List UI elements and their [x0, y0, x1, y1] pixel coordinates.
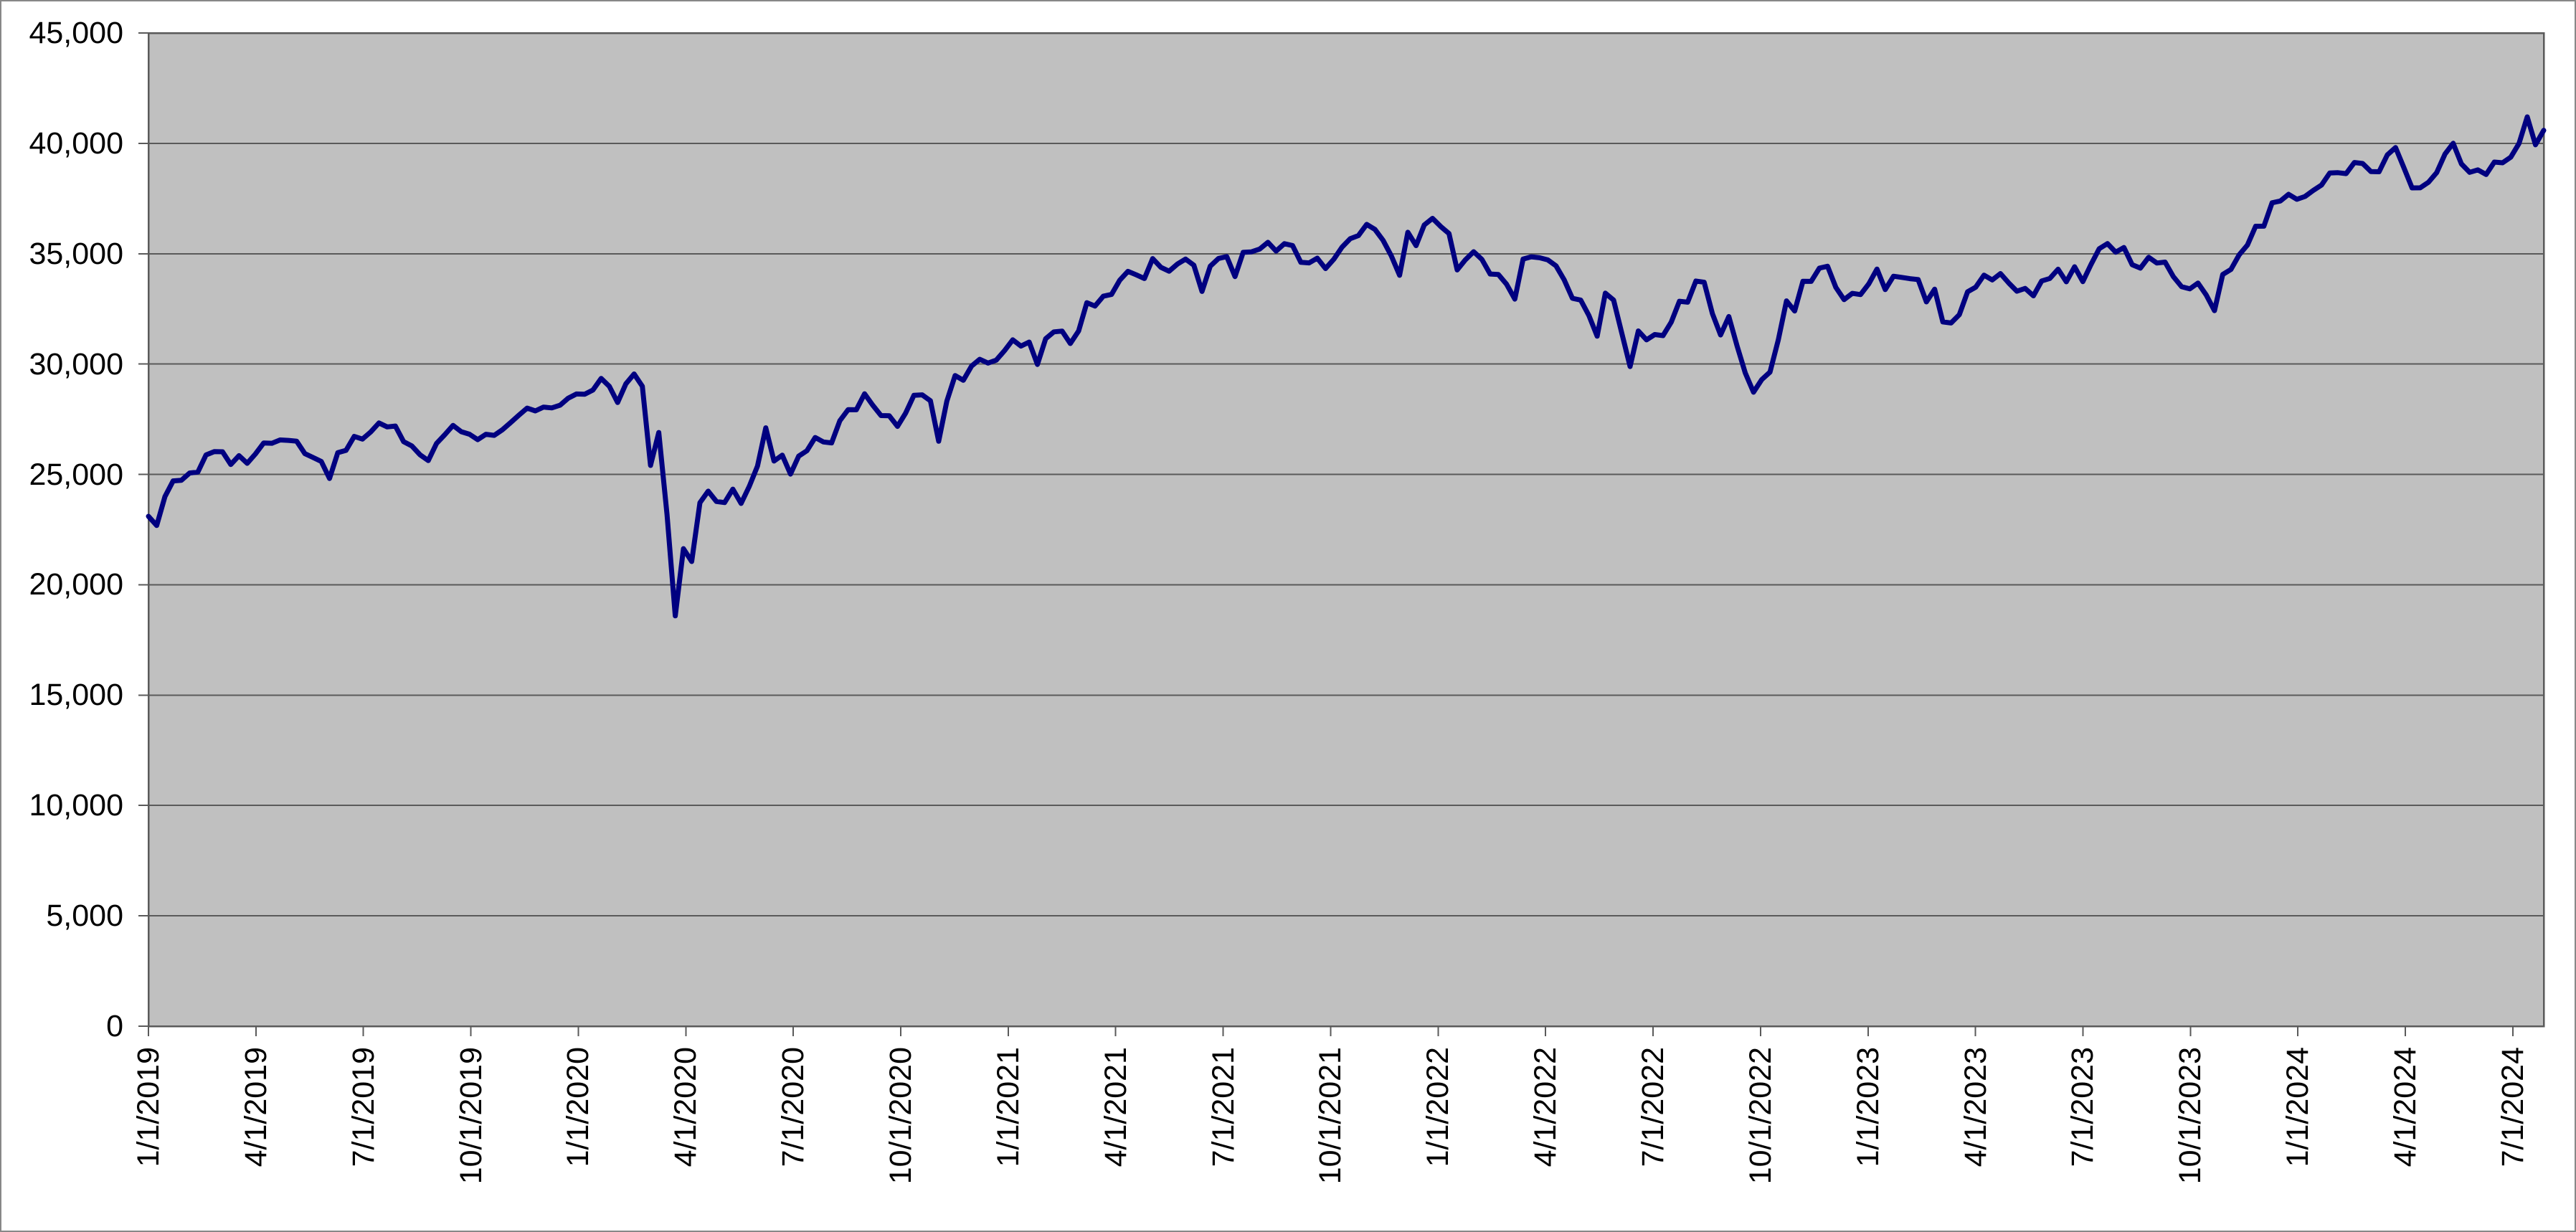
- x-axis-label: 4/1/2023: [1958, 1047, 1993, 1167]
- x-axis-label: 10/1/2019: [453, 1047, 488, 1185]
- y-axis-label: 45,000: [29, 16, 123, 50]
- x-axis-label: 7/1/2019: [346, 1047, 381, 1167]
- x-axis-label: 1/1/2024: [2281, 1047, 2316, 1167]
- x-axis-label: 1/1/2022: [1421, 1047, 1456, 1167]
- x-axis-label: 7/1/2021: [1206, 1047, 1241, 1167]
- x-axis-label: 1/1/2019: [131, 1047, 166, 1167]
- x-axis-label: 7/1/2020: [776, 1047, 811, 1167]
- x-axis-label: 4/1/2019: [238, 1047, 273, 1167]
- price-line: [146, 114, 2547, 619]
- x-axis-label: 7/1/2023: [2065, 1047, 2101, 1167]
- x-axis-label: 4/1/2021: [1098, 1047, 1133, 1167]
- x-axis-label: 1/1/2021: [990, 1047, 1026, 1167]
- x-axis-label: 10/1/2022: [1743, 1047, 1778, 1185]
- y-axis-label: 40,000: [29, 125, 123, 161]
- y-axis-label: 25,000: [29, 457, 123, 492]
- x-axis-label: 4/1/2024: [2388, 1047, 2423, 1167]
- plot-area: [148, 33, 2544, 1026]
- x-axis-label: 7/1/2022: [1636, 1047, 1671, 1167]
- x-axis-label: 1/1/2020: [561, 1047, 596, 1167]
- x-axis-label: 10/1/2021: [1313, 1047, 1348, 1185]
- y-axis-label: 5,000: [46, 899, 123, 934]
- x-axis-label: 7/1/2024: [2495, 1047, 2530, 1167]
- y-axis-label: 10,000: [29, 788, 123, 823]
- x-axis-label: 1/1/2023: [1850, 1047, 1885, 1167]
- x-axis-label: 10/1/2023: [2173, 1047, 2208, 1185]
- y-axis-label: 15,000: [29, 678, 123, 713]
- x-axis-label: 10/1/2020: [884, 1047, 919, 1185]
- y-axis-label: 0: [106, 1009, 123, 1043]
- plot-border: [147, 32, 2545, 1028]
- x-axis-label: 4/1/2022: [1528, 1047, 1563, 1167]
- y-axis-label: 30,000: [29, 346, 123, 382]
- y-axis-label: 20,000: [29, 567, 123, 602]
- y-axis-label: 35,000: [29, 236, 123, 271]
- x-axis-label: 4/1/2020: [668, 1047, 704, 1167]
